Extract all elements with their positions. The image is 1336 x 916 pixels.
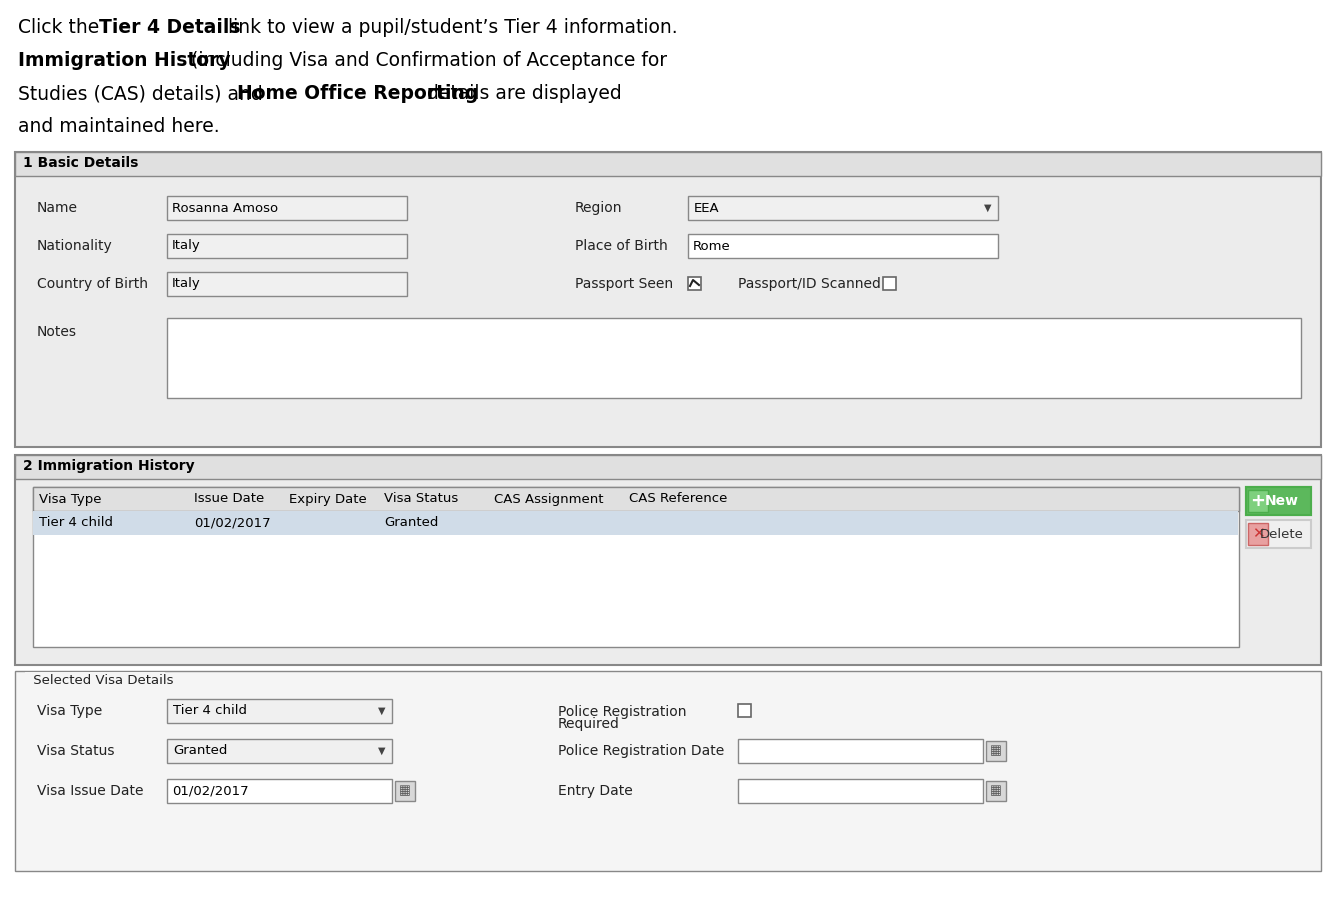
Bar	[33, 487, 1238, 511]
Text: +: +	[1250, 492, 1265, 510]
Bar	[1246, 487, 1311, 515]
Text: Rome: Rome	[693, 239, 731, 253]
Text: CAS Assignment: CAS Assignment	[494, 493, 604, 506]
Bar	[15, 455, 1321, 479]
Bar	[737, 779, 983, 803]
Text: Country of Birth: Country of Birth	[37, 277, 148, 291]
Text: Visa Status: Visa Status	[37, 744, 115, 758]
Bar	[986, 781, 1006, 801]
Text: 01/02/2017: 01/02/2017	[172, 784, 248, 798]
Bar	[167, 739, 391, 763]
Bar	[688, 234, 998, 258]
Text: Place of Birth: Place of Birth	[574, 239, 668, 253]
Text: Granted: Granted	[172, 745, 227, 758]
Bar	[1248, 490, 1268, 512]
Text: 01/02/2017: 01/02/2017	[194, 517, 271, 529]
Text: Visa Status: Visa Status	[383, 493, 458, 506]
Bar	[1246, 520, 1311, 548]
Text: and maintained here.: and maintained here.	[17, 117, 219, 136]
Bar	[167, 318, 1301, 398]
Bar	[167, 272, 407, 296]
Bar	[15, 152, 1321, 447]
Text: Delete: Delete	[1260, 528, 1304, 540]
Bar	[1246, 487, 1311, 515]
Bar	[25, 672, 166, 686]
Text: Region: Region	[574, 201, 623, 215]
Text: Italy: Italy	[172, 239, 200, 253]
Text: Tier 4 child: Tier 4 child	[39, 517, 114, 529]
Bar	[167, 699, 391, 723]
Bar	[688, 277, 701, 290]
Text: Police Registration Date: Police Registration Date	[558, 744, 724, 758]
Bar	[395, 781, 415, 801]
Bar	[1248, 523, 1268, 545]
Bar	[15, 152, 1321, 176]
Text: Passport/ID Scanned: Passport/ID Scanned	[737, 277, 880, 291]
Text: ▼: ▼	[378, 746, 386, 756]
Text: 2 Immigration History: 2 Immigration History	[23, 459, 195, 473]
Bar	[167, 234, 407, 258]
Bar	[33, 511, 1238, 535]
Text: (including Visa and Confirmation of Acceptance for: (including Visa and Confirmation of Acce…	[184, 51, 667, 70]
Bar	[33, 487, 1238, 647]
Text: Expiry Date: Expiry Date	[289, 493, 367, 506]
Bar	[15, 671, 1321, 871]
Text: ▼: ▼	[378, 706, 386, 716]
Text: link to view a pupil/student’s Tier 4 information.: link to view a pupil/student’s Tier 4 in…	[222, 18, 677, 37]
Text: Studies (CAS) details) and: Studies (CAS) details) and	[17, 84, 269, 103]
Text: Click the: Click the	[17, 18, 106, 37]
Text: Granted: Granted	[383, 517, 438, 529]
Text: details are displayed: details are displayed	[421, 84, 621, 103]
Text: Italy: Italy	[172, 278, 200, 290]
Text: Police Registration: Police Registration	[558, 705, 687, 719]
Text: Visa Type: Visa Type	[37, 704, 103, 718]
Text: ▼: ▼	[985, 203, 991, 213]
Text: Tier 4 child: Tier 4 child	[172, 704, 247, 717]
Text: Entry Date: Entry Date	[558, 784, 633, 798]
Text: Issue Date: Issue Date	[194, 493, 265, 506]
Text: Visa Issue Date: Visa Issue Date	[37, 784, 143, 798]
Bar	[737, 739, 983, 763]
Text: Name: Name	[37, 201, 77, 215]
Text: Passport Seen: Passport Seen	[574, 277, 673, 291]
Text: 1 Basic Details: 1 Basic Details	[23, 156, 139, 170]
Bar	[167, 779, 391, 803]
Bar	[883, 277, 896, 290]
Text: EEA: EEA	[693, 202, 720, 214]
Text: Immigration History: Immigration History	[17, 51, 231, 70]
Text: Home Office Reporting: Home Office Reporting	[236, 84, 478, 103]
Text: New: New	[1265, 494, 1299, 508]
Text: ✕: ✕	[1252, 527, 1264, 541]
Text: ▦: ▦	[990, 745, 1002, 758]
Text: Rosanna Amoso: Rosanna Amoso	[172, 202, 278, 214]
Text: Notes: Notes	[37, 325, 77, 339]
Text: Selected Visa Details: Selected Visa Details	[29, 674, 178, 687]
Text: Tier 4 Details: Tier 4 Details	[99, 18, 240, 37]
Text: ▦: ▦	[990, 784, 1002, 798]
Text: Visa Type: Visa Type	[39, 493, 102, 506]
Bar	[737, 704, 751, 717]
Bar	[167, 196, 407, 220]
Text: ▦: ▦	[399, 784, 411, 798]
Bar	[986, 741, 1006, 761]
Bar	[15, 455, 1321, 665]
Text: Required: Required	[558, 717, 620, 731]
Text: Nationality: Nationality	[37, 239, 112, 253]
Bar	[688, 196, 998, 220]
Text: CAS Reference: CAS Reference	[629, 493, 727, 506]
